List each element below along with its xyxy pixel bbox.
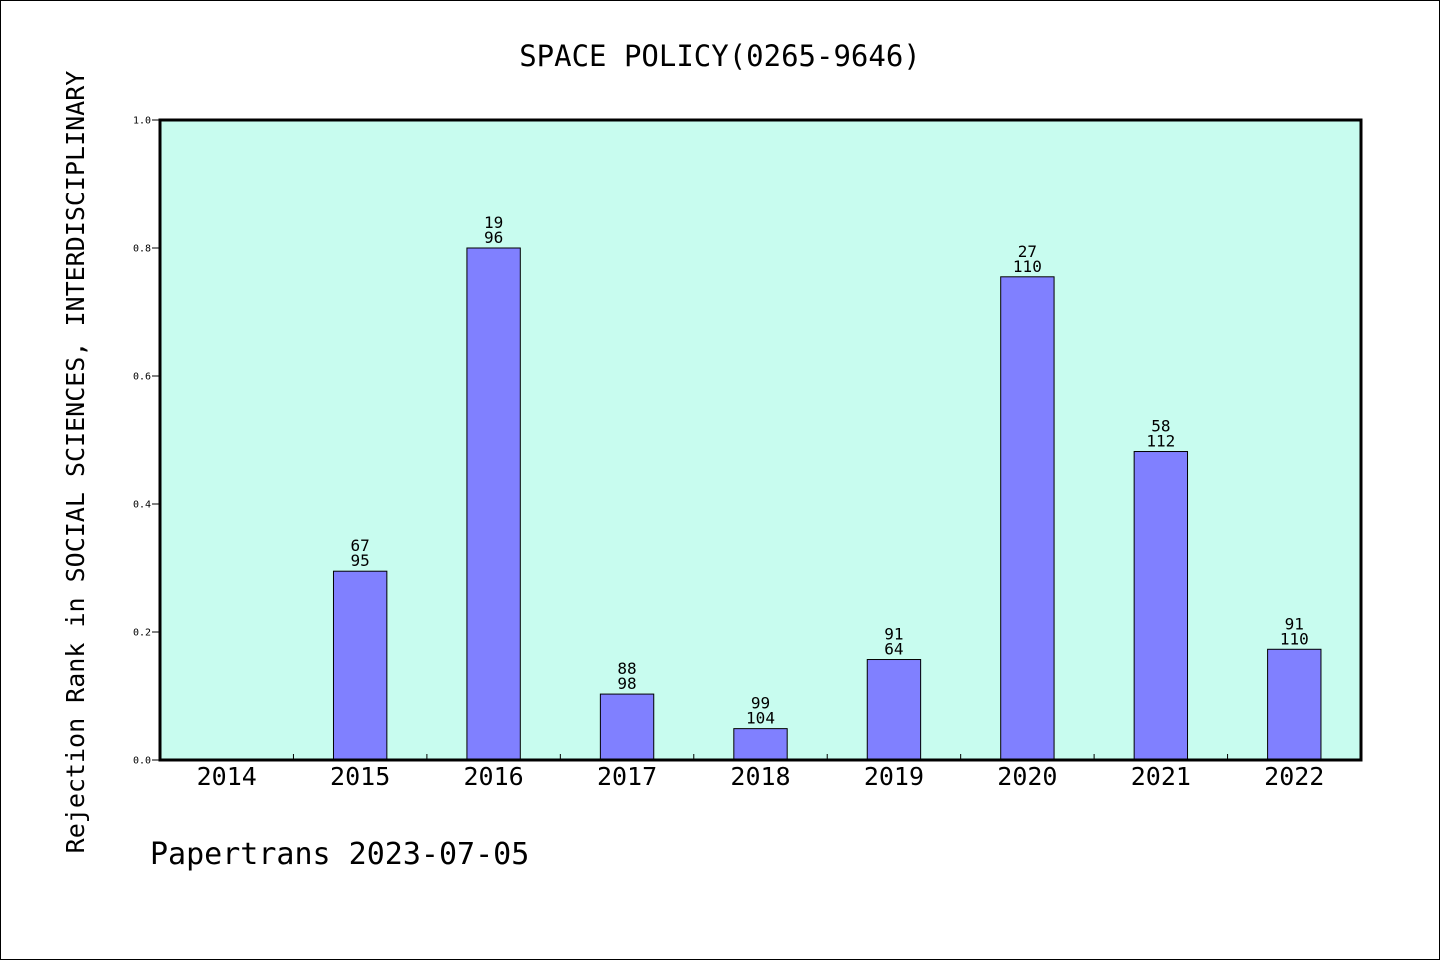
chart-title: SPACE POLICY(0265-9646) (519, 39, 921, 73)
x-tick-label: 2014 (197, 762, 257, 791)
y-tick-label: 0.2 (133, 628, 151, 639)
bar-label-bottom: 110 (1280, 629, 1309, 648)
footer-credit: Papertrans 2023-07-05 (150, 837, 529, 872)
bar-label-top: 91 (1285, 614, 1304, 633)
bar-label-bottom: 104 (746, 709, 775, 728)
y-axis-label: Rejection Rank in SOCIAL SCIENCES, INTER… (61, 71, 90, 854)
bar-label-top: 58 (1151, 417, 1170, 436)
bar-2016 (466, 247, 521, 761)
x-tick-label: 2020 (997, 762, 1057, 791)
bar-label-top: 88 (617, 659, 636, 678)
bars (332, 247, 1322, 761)
x-tick-label: 2021 (1131, 762, 1191, 791)
bar-label-top: 67 (351, 536, 370, 555)
bar-2021 (1133, 451, 1189, 761)
y-tick-label: 0.6 (133, 372, 151, 383)
x-tick-label: 2018 (730, 762, 790, 791)
y-tick-label: 0.0 (133, 756, 151, 767)
plot-border (158, 118, 1363, 762)
x-tick-label: 2017 (597, 762, 657, 791)
bar-label-top: 19 (484, 213, 503, 232)
bar-label-bottom: 98 (617, 674, 636, 693)
y-tick-label: 1.0 (133, 116, 151, 127)
bar-2017 (599, 693, 655, 761)
x-tick-label: 2016 (464, 762, 524, 791)
y-axis-ticks: 0.0 0.2 0.4 0.6 0.8 1.0 (133, 116, 160, 767)
bar-label-bottom: 95 (351, 551, 370, 570)
bar-label-bottom: 64 (884, 640, 903, 659)
bar-label-top: 91 (884, 625, 903, 644)
bar-label-bottom: 96 (484, 228, 503, 247)
y-tick-label: 0.8 (133, 244, 151, 255)
x-tick-label: 2015 (330, 762, 390, 791)
x-tick-label: 2022 (1264, 762, 1324, 791)
bar-2020 (1000, 276, 1055, 761)
bar-label-bottom: 112 (1146, 432, 1175, 451)
y-tick-label: 0.4 (133, 500, 151, 511)
x-tick-label: 2019 (864, 762, 924, 791)
bar-label-bottom: 110 (1013, 257, 1042, 276)
x-axis-ticks: 2014 2015 2016 2017 2018 2019 2020 2021 2022 (197, 754, 1324, 791)
bar-label-top: 99 (751, 694, 770, 713)
bar-label-top: 27 (1018, 242, 1037, 261)
bar-2018 (733, 728, 788, 761)
bar-2019 (866, 659, 922, 761)
bar-2022 (1267, 648, 1322, 761)
bar-2015 (332, 570, 388, 761)
